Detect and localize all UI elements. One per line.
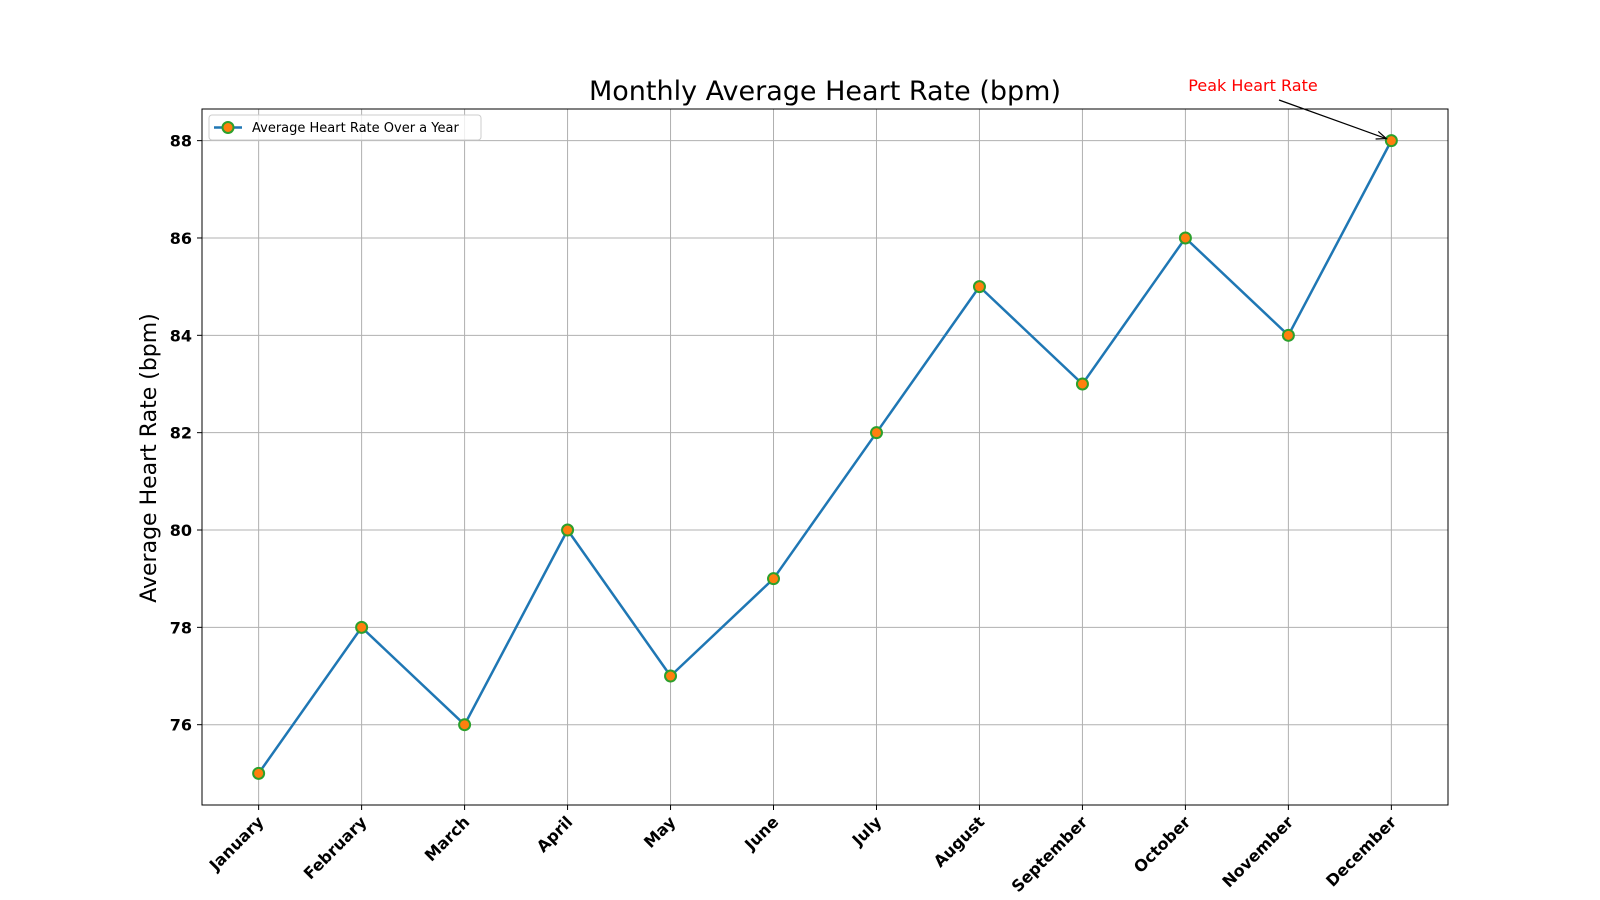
- legend-entry-label: Average Heart Rate Over a Year: [252, 121, 459, 136]
- x-tick-label: July: [848, 812, 886, 850]
- data-point: [1384, 134, 1398, 148]
- y-axis-label: Average Heart Rate (bpm): [137, 313, 162, 603]
- y-tick-label: 88: [170, 132, 192, 151]
- x-tick-label: September: [1008, 812, 1092, 896]
- x-tick-label: June: [740, 812, 782, 854]
- peak-annotation-arrowhead: [1375, 131, 1388, 140]
- y-tick-label: 76: [170, 716, 192, 735]
- grid-lines: [202, 109, 1448, 805]
- x-tick-label: March: [421, 812, 474, 865]
- y-tick-label: 84: [170, 326, 192, 345]
- x-tick-label: April: [533, 812, 577, 856]
- data-point: [767, 572, 781, 586]
- legend: Average Heart Rate Over a Year: [208, 114, 482, 141]
- x-tick-label: October: [1130, 812, 1194, 876]
- data-point: [664, 669, 678, 683]
- data-point: [355, 620, 369, 634]
- y-tick-label: 80: [170, 521, 192, 540]
- data-point: [1178, 231, 1192, 245]
- y-tick-label: 78: [170, 618, 192, 637]
- series-layer: [252, 134, 1398, 780]
- data-point: [1281, 328, 1295, 342]
- chart-title: Monthly Average Heart Rate (bpm): [589, 76, 1061, 107]
- data-point: [561, 523, 575, 537]
- x-tick-label: December: [1322, 812, 1400, 890]
- plot-area: [201, 108, 1449, 806]
- legend-marker-swatch: [221, 121, 235, 134]
- peak-annotation-arrow: [1278, 99, 1387, 140]
- y-tick-label: 82: [170, 424, 192, 443]
- data-point: [1075, 377, 1089, 391]
- y-tick-label: 86: [170, 229, 192, 248]
- x-tick-label: February: [300, 812, 371, 883]
- x-tick-label: November: [1218, 812, 1297, 891]
- x-tick-label: May: [640, 812, 680, 852]
- data-point: [869, 426, 883, 440]
- annotation-layer: Peak Heart Rate: [1188, 76, 1388, 140]
- data-point: [458, 718, 472, 732]
- axis-ticks: January February March April May June July Augu…: [170, 132, 1401, 896]
- x-tick-label: January: [205, 812, 268, 875]
- data-point: [252, 766, 266, 780]
- data-point: [972, 280, 986, 294]
- series-line: [257, 140, 1393, 775]
- peak-annotation-label: Peak Heart Rate: [1188, 76, 1317, 95]
- legend-box: [208, 114, 482, 141]
- x-tick-label: August: [930, 812, 989, 871]
